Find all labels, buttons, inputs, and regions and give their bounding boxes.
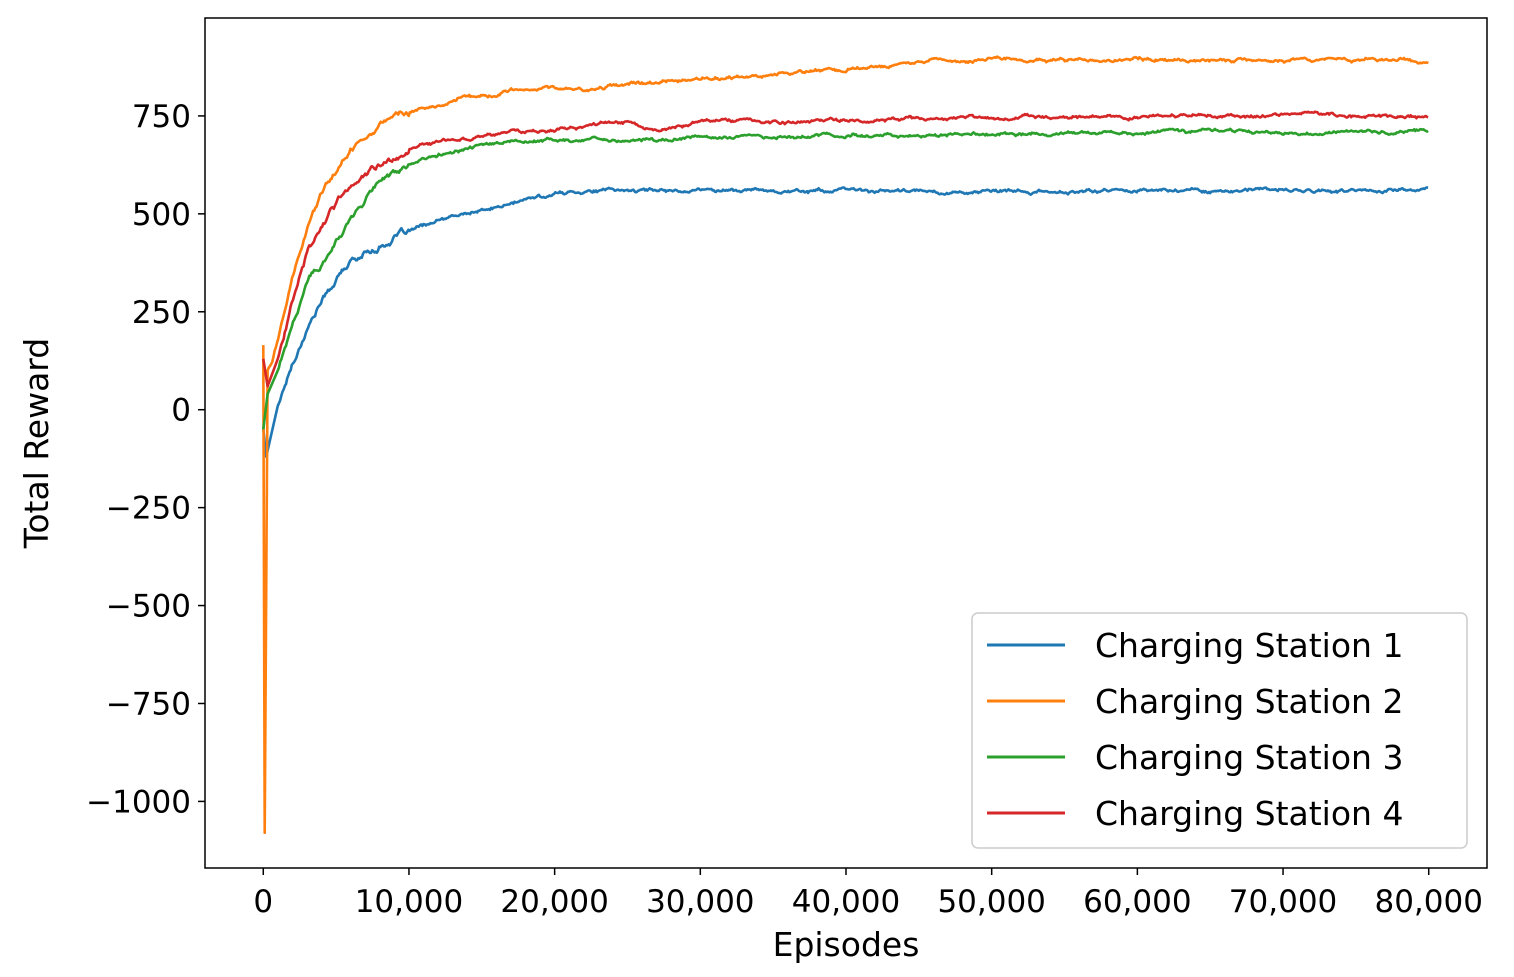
x-tick-label: 20,000 bbox=[500, 884, 608, 920]
x-tick-label: 40,000 bbox=[792, 884, 900, 920]
x-tick-label: 60,000 bbox=[1083, 884, 1191, 920]
series-layer bbox=[262, 55, 1429, 834]
legend-label-2: Charging Station 2 bbox=[1095, 682, 1403, 721]
x-tick-label: 0 bbox=[253, 884, 273, 920]
legend-box bbox=[971, 612, 1468, 849]
x-tick-label: 30,000 bbox=[646, 884, 754, 920]
y-tick-label: −750 bbox=[106, 686, 191, 722]
y-tick-label: −500 bbox=[106, 589, 191, 625]
x-axis-label: Episodes bbox=[773, 925, 920, 964]
legend: Charging Station 1 Charging Station 2 Char… bbox=[971, 612, 1468, 849]
y-tick-label: 0 bbox=[171, 393, 191, 429]
x-tick-label: 10,000 bbox=[355, 884, 463, 920]
legend-label-4: Charging Station 4 bbox=[1095, 794, 1403, 833]
legend-label-1: Charging Station 1 bbox=[1095, 626, 1403, 665]
series-line-1 bbox=[262, 186, 1429, 458]
x-tick-label: 70,000 bbox=[1229, 884, 1337, 920]
y-axis-label: Total Reward bbox=[17, 338, 56, 549]
y-tick-label: 750 bbox=[132, 99, 191, 135]
series-line-2 bbox=[262, 55, 1429, 834]
y-axis-ticks: −1000 −750 −500 −250 0 250 500 750 bbox=[86, 99, 205, 820]
series-line-3 bbox=[262, 127, 1429, 430]
legend-label-3: Charging Station 3 bbox=[1095, 738, 1403, 777]
y-tick-label: 250 bbox=[132, 295, 191, 331]
y-tick-label: 500 bbox=[132, 197, 191, 233]
y-tick-label: −250 bbox=[106, 491, 191, 527]
y-tick-label: −1000 bbox=[86, 784, 191, 820]
x-axis-ticks: 0 10,000 20,000 30,000 40,000 50,000 60,000 70,… bbox=[253, 868, 1483, 920]
x-tick-label: 50,000 bbox=[937, 884, 1045, 920]
series-line-4 bbox=[262, 110, 1429, 388]
x-tick-label: 80,000 bbox=[1374, 884, 1482, 920]
legend-entries: Charging Station 1 Charging Station 2 Char… bbox=[987, 626, 1403, 833]
